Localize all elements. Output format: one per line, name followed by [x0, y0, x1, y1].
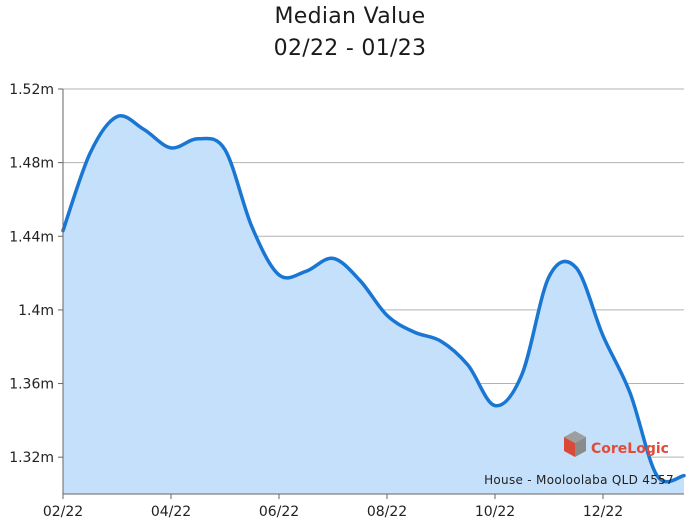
y-tick-label: 1.4m — [18, 303, 54, 319]
series-area-fill — [63, 115, 684, 494]
corelogic-logo: CoreLogic — [564, 431, 669, 457]
y-tick-label: 1.32m — [9, 450, 54, 466]
logo-cube-right — [575, 437, 586, 457]
series-line — [61, 114, 686, 484]
x-tick-label: 10/22 — [475, 504, 515, 520]
x-tick-label: 02/22 — [43, 504, 83, 520]
logo-cube-left — [564, 437, 575, 457]
chart-title: Median Value — [274, 4, 426, 29]
logo-text: CoreLogic — [591, 441, 669, 457]
chart-subtitle: 02/22 - 01/23 — [273, 36, 427, 61]
y-tick-label: 1.44m — [9, 229, 54, 245]
y-tick-label: 1.52m — [9, 82, 54, 98]
x-tick-label: 06/22 — [259, 504, 299, 520]
x-tick-label: 08/22 — [367, 504, 407, 520]
y-axis-ticks: 1.32m 1.36m 1.4m 1.44m 1.48m 1.52m — [9, 82, 63, 466]
chart-annotation: House - Mooloolaba QLD 4557 — [484, 473, 674, 487]
x-tick-label: 04/22 — [151, 504, 191, 520]
y-tick-label: 1.48m — [9, 156, 54, 172]
y-tick-label: 1.36m — [9, 377, 54, 393]
x-axis-ticks: 02/22 04/22 06/22 08/22 10/22 12/22 — [43, 494, 623, 520]
x-tick-label: 12/22 — [583, 504, 623, 520]
